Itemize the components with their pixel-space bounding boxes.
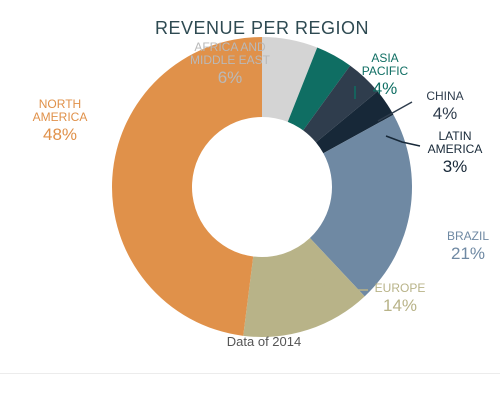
- leader-line: [377, 101, 413, 122]
- footer-divider: [0, 373, 500, 374]
- slice-europe: [243, 238, 365, 338]
- slice-label-value: 3%: [443, 157, 468, 176]
- slice-asia-pacific: [287, 47, 351, 131]
- slice-label-value: 21%: [451, 244, 485, 263]
- donut-slices: [111, 37, 413, 338]
- slice-label-value: 48%: [43, 125, 77, 144]
- slice-label-name: BRAZIL: [447, 229, 489, 243]
- chart-footnote: Data of 2014: [227, 334, 301, 349]
- slice-label-name: AFRICA AND: [194, 40, 266, 54]
- slice-label-value: 4%: [373, 79, 398, 98]
- slice-africa-and-middle-east: [262, 37, 318, 122]
- leader-line: [309, 277, 368, 291]
- slice-label-name: LATIN: [438, 129, 471, 143]
- leader-line: [385, 135, 421, 147]
- slice-label-value: 6%: [218, 68, 243, 87]
- leader-lines: [309, 86, 421, 291]
- slice-label-name: MIDDLE EAST: [190, 53, 271, 67]
- slice-label-value: 4%: [433, 104, 458, 123]
- chart-title: REVENUE PER REGION: [155, 18, 369, 38]
- slice-label-value: 14%: [383, 296, 417, 315]
- slice-north-america: [111, 37, 262, 336]
- slice-label-name: CHINA: [426, 89, 463, 103]
- slice-label-name: AMERICA: [428, 142, 483, 156]
- slice-label-name: EUROPE: [375, 281, 426, 295]
- slice-label-name: NORTH: [39, 97, 81, 111]
- slice-brazil: [309, 114, 413, 297]
- slice-china: [303, 65, 378, 143]
- slice-latin-america: [315, 91, 394, 154]
- slice-label-name: PACIFIC: [362, 64, 409, 78]
- slice-label-name: AMERICA: [33, 110, 88, 124]
- slice-label-name: ASIA: [371, 51, 398, 65]
